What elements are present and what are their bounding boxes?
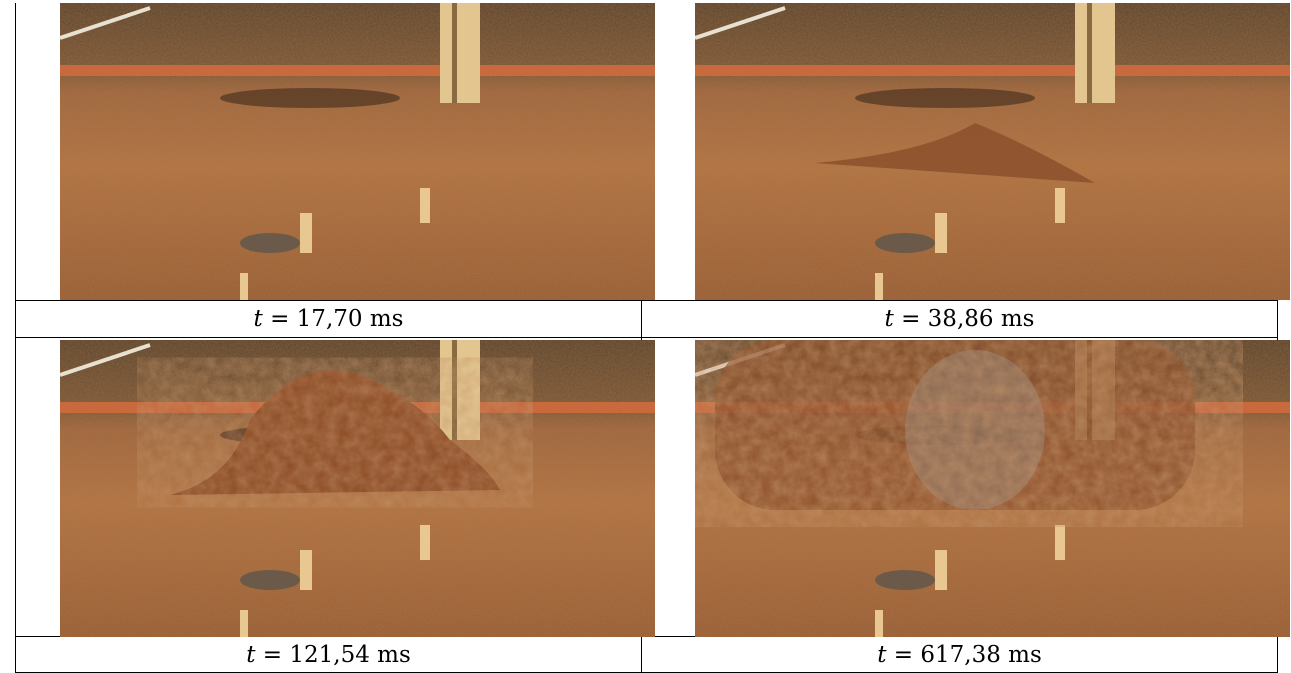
caption-symbol: t (877, 642, 886, 668)
caption-text: = 617,38 ms (894, 642, 1042, 668)
table-border (15, 3, 16, 673)
page: t = 17,70 ms t = 38,86 ms t = 121,54 ms … (0, 0, 1291, 673)
photo (695, 3, 1290, 300)
caption: t = 17,70 ms (16, 301, 641, 337)
caption-text: = 38,86 ms (901, 306, 1034, 332)
caption-text: = 121,54 ms (263, 642, 411, 668)
photo (695, 340, 1290, 637)
photo (60, 3, 655, 300)
caption-symbol: t (254, 306, 263, 332)
caption-text: = 17,70 ms (270, 306, 403, 332)
photo (60, 340, 655, 637)
caption-symbol: t (246, 642, 255, 668)
caption: t = 617,38 ms (642, 637, 1277, 673)
caption: t = 38,86 ms (642, 301, 1277, 337)
caption-symbol: t (885, 306, 894, 332)
table-border (15, 337, 1278, 338)
caption: t = 121,54 ms (16, 637, 641, 673)
